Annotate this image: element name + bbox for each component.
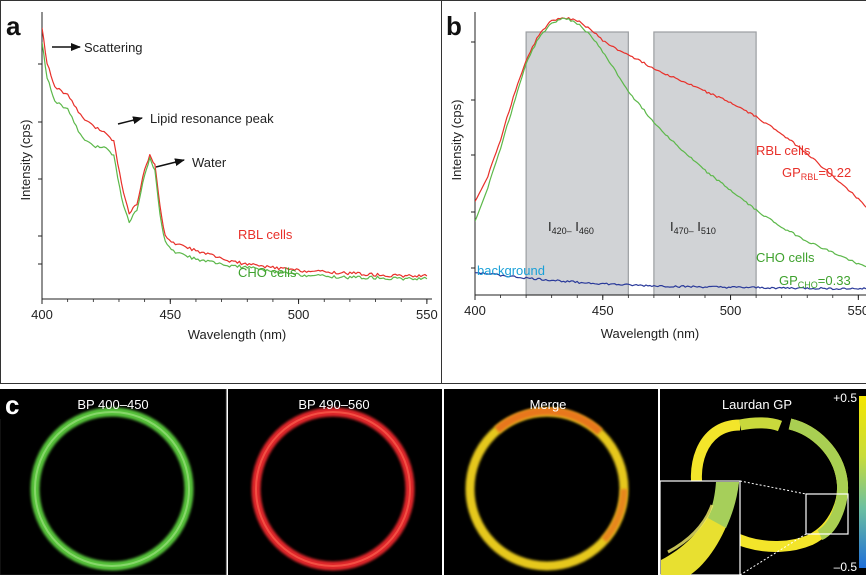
- band-label-1-sub1: 420–: [552, 226, 572, 236]
- x-tick-label-450: 450: [159, 307, 181, 322]
- label-gp-cho: GPCHO=0.33: [779, 273, 851, 290]
- micrograph-title-1: BP 400–450: [77, 397, 148, 412]
- x-tick-label-500: 500: [288, 307, 310, 322]
- panel-a-y-ticks: [38, 63, 42, 265]
- gp-cho-prefix: GP: [779, 273, 798, 288]
- x-tick-label-550: 550: [416, 307, 438, 322]
- zoom-inset-texture: [667, 504, 714, 554]
- arrow-water: [155, 158, 185, 168]
- series-line-rbl-cells: [42, 27, 428, 278]
- annotation-water: Water: [192, 155, 227, 170]
- gp-cho-sub: CHO: [798, 280, 818, 290]
- band-label-1-main2: I: [572, 219, 579, 234]
- panel-b-x-ticks: 400 450 500 550: [464, 295, 866, 318]
- band-label-2-sub2: 510: [701, 226, 716, 236]
- panel-a-letter: a: [6, 11, 21, 41]
- micrograph-title-2: BP 490–560: [298, 397, 369, 412]
- x-tick-label-450: 450: [592, 303, 614, 318]
- panel-b-x-label: Wavelength (nm): [601, 326, 700, 341]
- panel-c: BP 400–450 BP 490–560 Merge: [0, 389, 866, 575]
- series-line-cho-cells: [42, 42, 428, 281]
- orange-ring-segment-2: [601, 488, 628, 543]
- panel-b-frame: [441, 0, 866, 384]
- label-rbl-cells-b: RBL cells: [756, 143, 811, 158]
- gp-color-scale-bar: [859, 396, 866, 568]
- panel-b-y-ticks: [471, 41, 475, 269]
- micrograph-bp-400-450: BP 400–450: [0, 389, 226, 575]
- x-tick-label-400: 400: [464, 303, 486, 318]
- panel-b-series: [475, 17, 866, 291]
- band-label-2-main1: I: [670, 219, 674, 234]
- panel-a-x-label: Wavelength (nm): [188, 327, 287, 342]
- micrograph-1-frame: [0, 389, 227, 575]
- legend-rbl-cells: RBL cells: [238, 227, 293, 242]
- band-label-1: I420– I460: [548, 219, 594, 236]
- annotation-lipid: Lipid resonance peak: [150, 111, 274, 126]
- x-tick-label-550: 550: [847, 303, 866, 318]
- x-tick-label-500: 500: [720, 303, 742, 318]
- micrograph-bp-490-560: BP 490–560: [228, 389, 442, 575]
- panel-b-letter: b: [446, 11, 462, 41]
- gp-ring-mixed-segment: [738, 417, 783, 432]
- panel-b: b 400 450 500 550 Wavelength (nm) Intensity…: [441, 0, 866, 384]
- label-cho-cells-b: CHO cells: [756, 250, 815, 265]
- gp-rbl-value: =0.22: [818, 165, 851, 180]
- panel-c-letter-bg: [0, 389, 30, 419]
- gp-cho-value: =0.33: [818, 273, 851, 288]
- x-tick-label-400: 400: [31, 307, 53, 322]
- zoom-connector-bottom: [739, 533, 807, 575]
- series-line-background: [475, 271, 866, 291]
- legend-cho-cells: CHO cells: [238, 265, 297, 280]
- label-gp-rbl: GPRBL=0.22: [782, 165, 851, 182]
- band-label-1-sub2: 460: [579, 226, 594, 236]
- shaded-band-2: [653, 31, 757, 296]
- series-line-cho-cells: [475, 17, 866, 268]
- gp-rbl-prefix: GP: [782, 165, 801, 180]
- micrograph-laurdan-gp: Laurdan GP +0.5 –0.5: [659, 389, 866, 575]
- panel-b-y-label: Intensity (cps): [449, 100, 464, 181]
- panel-a: a 400 450 500 550 Wavelength (nm) Intensity…: [0, 0, 442, 384]
- zoom-inset: [659, 480, 741, 575]
- band-label-2-main2: I: [694, 219, 701, 234]
- annotation-scattering: Scattering: [84, 40, 143, 55]
- panel-a-y-label: Intensity (cps): [18, 120, 33, 201]
- red-ring-highlight: [255, 411, 411, 567]
- micrograph-title-3: Merge: [530, 397, 567, 412]
- band-label-1-main1: I: [548, 219, 552, 234]
- panel-a-series: [42, 27, 428, 281]
- gp-rbl-sub: RBL: [801, 172, 819, 182]
- green-ring-highlight: [34, 411, 190, 567]
- panel-c-letter: c: [5, 390, 19, 420]
- micrograph-merge: Merge: [444, 389, 658, 575]
- zoom-region-box: [805, 493, 849, 535]
- zoom-connector-top: [739, 480, 807, 495]
- panel-b-shaded-bands: [525, 31, 757, 296]
- gp-scale-bottom-label: –0.5: [834, 560, 858, 574]
- panel-a-x-ticks: 400 450 500 550: [31, 299, 438, 322]
- gp-ring-green-segment: [788, 418, 849, 540]
- arrow-lipid: [117, 116, 143, 125]
- band-label-2-sub1: 470–: [674, 226, 694, 236]
- series-line-rbl-cells: [475, 17, 866, 208]
- shaded-band-1: [525, 31, 629, 296]
- label-background: background: [477, 263, 545, 278]
- band-label-2: I470– I510: [670, 219, 716, 236]
- micrograph-title-4: Laurdan GP: [722, 397, 792, 412]
- orange-ring-segment: [494, 407, 603, 435]
- zoom-inset-membrane-green: [708, 482, 739, 528]
- gp-scale-top-label: +0.5: [833, 391, 857, 405]
